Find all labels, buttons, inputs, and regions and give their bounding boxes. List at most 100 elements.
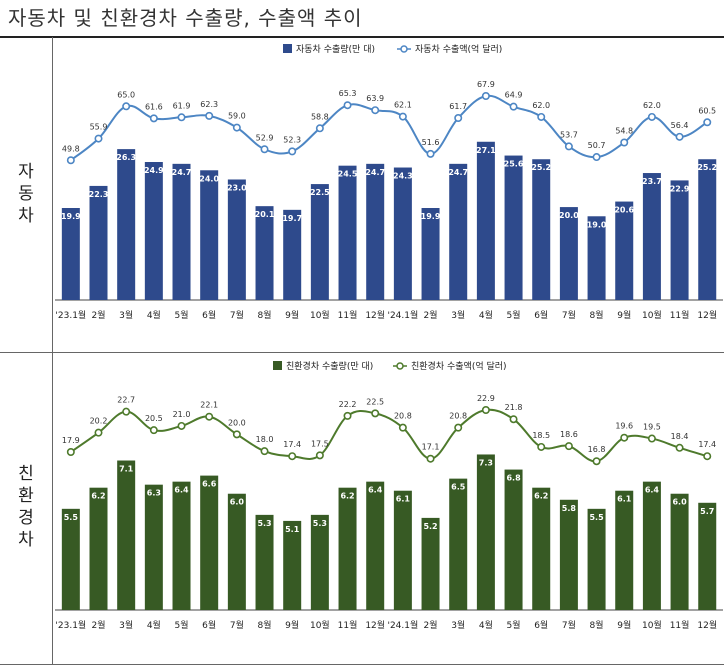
row-label-char: 자 bbox=[18, 162, 34, 182]
value-line bbox=[70, 94, 708, 162]
x-tick-label: 10월 bbox=[642, 309, 662, 321]
value-point-label: 19.5 bbox=[643, 423, 661, 432]
row-label-eco: 친 환 경 차 bbox=[0, 463, 52, 551]
value-point-label: 20.2 bbox=[90, 417, 108, 426]
value-point-label: 59.0 bbox=[228, 112, 246, 121]
volume-bar-label: 6.4 bbox=[645, 486, 660, 495]
x-tick-label: 8월 bbox=[590, 309, 604, 321]
page-title: 자동차 및 친환경차 수출량, 수출액 추이 bbox=[8, 6, 363, 30]
x-tick-label: 6월 bbox=[202, 619, 216, 631]
value-point bbox=[564, 442, 573, 451]
x-tick-label: 4월 bbox=[479, 619, 493, 631]
value-point-label: 19.6 bbox=[615, 422, 633, 431]
x-tick-label: 9월 bbox=[285, 619, 299, 631]
volume-bar-label: 6.6 bbox=[202, 480, 217, 489]
x-tick-label: 9월 bbox=[285, 309, 299, 321]
volume-bar bbox=[172, 481, 191, 610]
value-point bbox=[288, 147, 297, 156]
volume-bar-label: 19.7 bbox=[282, 214, 302, 223]
value-point-label: 18.5 bbox=[532, 431, 550, 440]
x-tick-label: 4월 bbox=[479, 309, 493, 321]
value-point bbox=[426, 149, 435, 158]
value-point bbox=[315, 451, 324, 460]
x-tick-label: 12월 bbox=[365, 619, 385, 631]
value-point-label: 53.7 bbox=[560, 130, 578, 139]
value-point-label: 22.1 bbox=[200, 401, 218, 410]
value-point bbox=[398, 423, 407, 432]
volume-bar bbox=[504, 469, 523, 610]
x-tick-label: 7월 bbox=[562, 619, 576, 631]
value-point-label: 67.9 bbox=[477, 80, 495, 89]
x-tick-label: 4월 bbox=[147, 309, 161, 321]
value-point bbox=[177, 113, 186, 122]
value-point bbox=[94, 134, 103, 143]
value-point bbox=[260, 145, 269, 154]
section-divider bbox=[0, 352, 724, 353]
car-export-chart: 자동차 수출량(만 대) 자동차 수출액(억 달러) 19.9 22.3 26.3 24.… bbox=[55, 43, 723, 321]
eco-car-export-chart: 친환경차 수출량(만 대) 친환경차 수출액(억 달러) 5.5 6.2 7.1 6.3 6… bbox=[55, 360, 723, 631]
x-tick-label: 11월 bbox=[670, 619, 690, 631]
value-point bbox=[509, 415, 518, 424]
value-point bbox=[564, 142, 573, 151]
value-point bbox=[149, 426, 158, 435]
volume-bar bbox=[698, 502, 717, 610]
row-label-char: 친 bbox=[18, 464, 34, 484]
volume-bar bbox=[449, 478, 468, 610]
value-point bbox=[537, 112, 546, 121]
value-point-label: 18.0 bbox=[256, 435, 274, 444]
value-point-label: 52.9 bbox=[256, 133, 274, 142]
volume-bar-label: 24.0 bbox=[199, 174, 219, 183]
x-tick-label: '24.1월 bbox=[387, 619, 418, 631]
volume-bar bbox=[615, 201, 634, 300]
x-tick-label: 7월 bbox=[230, 619, 244, 631]
value-point-label: 56.4 bbox=[671, 121, 689, 130]
value-point-label: 22.9 bbox=[477, 394, 495, 403]
value-point bbox=[481, 91, 490, 100]
volume-bar bbox=[200, 475, 219, 610]
volume-bar-label: 20.0 bbox=[559, 211, 579, 220]
value-point bbox=[675, 132, 684, 141]
x-tick-label: 2월 bbox=[424, 309, 438, 321]
value-point-label: 22.7 bbox=[117, 396, 135, 405]
volume-bar bbox=[698, 159, 717, 300]
x-tick-label: 6월 bbox=[534, 309, 548, 321]
volume-bar-label: 23.7 bbox=[642, 177, 662, 186]
volume-bar-label: 22.9 bbox=[670, 184, 690, 193]
volume-bar-label: 20.6 bbox=[614, 206, 634, 215]
value-point-label: 61.6 bbox=[145, 102, 163, 111]
volume-bar bbox=[476, 454, 495, 610]
volume-bar bbox=[144, 162, 163, 300]
value-point bbox=[537, 442, 546, 451]
x-tick-label: 6월 bbox=[202, 309, 216, 321]
x-tick-label: 2월 bbox=[91, 309, 105, 321]
row-label-char: 차 bbox=[18, 530, 34, 550]
value-point bbox=[343, 411, 352, 420]
volume-bar-label: 24.9 bbox=[144, 166, 164, 175]
volume-bar bbox=[89, 185, 108, 300]
volume-bar-label: 26.3 bbox=[116, 153, 136, 162]
volume-bar-label: 22.5 bbox=[310, 188, 330, 197]
value-point-label: 62.1 bbox=[394, 101, 412, 110]
row-label-char: 경 bbox=[18, 508, 34, 528]
x-tick-label: 12월 bbox=[365, 309, 385, 321]
value-point bbox=[481, 405, 490, 414]
value-point-label: 17.1 bbox=[422, 443, 440, 452]
value-point bbox=[260, 447, 269, 456]
volume-bar-label: 5.3 bbox=[313, 519, 327, 528]
volume-bar-label: 5.2 bbox=[423, 522, 437, 531]
volume-bar-label: 7.3 bbox=[479, 458, 493, 467]
volume-bar-label: 6.2 bbox=[340, 492, 354, 501]
x-tick-label: 2월 bbox=[424, 619, 438, 631]
value-point bbox=[426, 454, 435, 463]
value-point bbox=[454, 114, 463, 123]
volume-bar-label: 5.1 bbox=[285, 525, 300, 534]
value-point bbox=[232, 123, 241, 132]
volume-bar bbox=[283, 209, 302, 300]
x-tick-label: 3월 bbox=[119, 309, 133, 321]
bottom-border bbox=[0, 664, 724, 665]
x-tick-label: '24.1월 bbox=[387, 309, 418, 321]
volume-bar bbox=[200, 170, 219, 300]
legend-bar-swatch bbox=[283, 44, 292, 53]
volume-bar bbox=[504, 155, 523, 300]
row-label-char: 동 bbox=[18, 184, 34, 204]
